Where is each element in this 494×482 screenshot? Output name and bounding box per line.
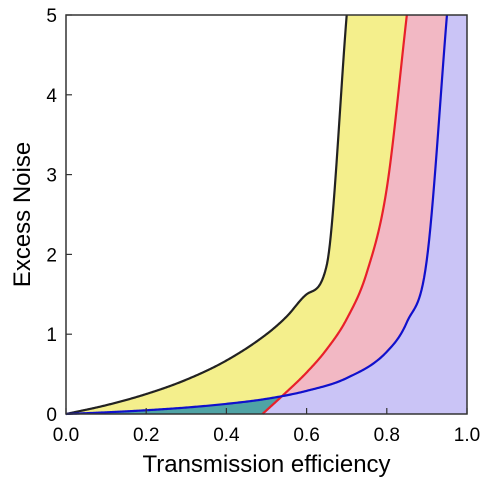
x-tick-label: 0.0 [53, 425, 79, 446]
curve-blue [65, 14, 449, 416]
y-tick-label: 3 [46, 166, 57, 187]
region-yellow [66, 15, 407, 414]
curves-layer [65, 14, 449, 416]
y-tick-label: 4 [46, 86, 57, 107]
region-pink [282, 15, 447, 397]
x-tick-label: 0.6 [293, 425, 319, 446]
plot-frame [65, 14, 468, 415]
ticks-layer: 0.0 0.2 0.4 0.6 0.8 1.0 0 1 2 3 4 5 [46, 6, 480, 446]
regions-layer [66, 15, 467, 414]
x-tick-label: 0.8 [374, 425, 400, 446]
y-tick-label: 1 [46, 325, 57, 346]
y-tick-label: 0 [46, 405, 57, 426]
region-teal [66, 396, 283, 414]
x-tick-label: 1.0 [454, 425, 480, 446]
y-axis-label: Excess Noise [9, 142, 36, 287]
y-tick-label: 5 [46, 6, 57, 27]
x-tick-label: 0.2 [133, 425, 159, 446]
x-tick-label: 0.4 [213, 425, 240, 446]
curve-black [65, 14, 348, 416]
curve-red [261, 14, 408, 415]
y-tick-label: 2 [46, 245, 57, 266]
region-lavender [66, 15, 467, 414]
x-axis-label: Transmission efficiency [142, 451, 390, 478]
